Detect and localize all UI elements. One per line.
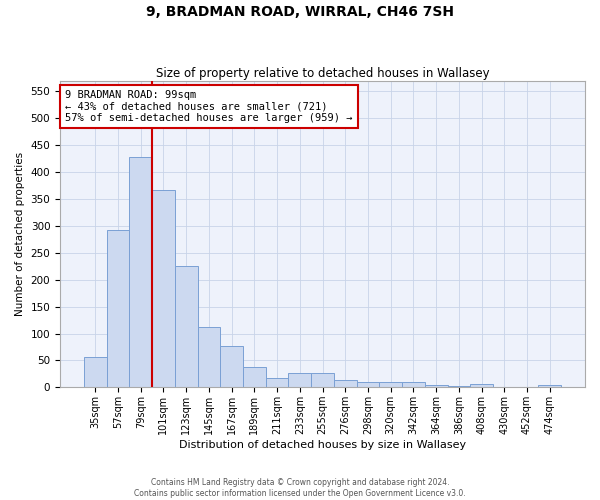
Bar — [334, 380, 356, 388]
X-axis label: Distribution of detached houses by size in Wallasey: Distribution of detached houses by size … — [179, 440, 466, 450]
Bar — [84, 356, 107, 388]
Bar — [243, 367, 266, 388]
Bar — [538, 385, 561, 388]
Text: 9, BRADMAN ROAD, WIRRAL, CH46 7SH: 9, BRADMAN ROAD, WIRRAL, CH46 7SH — [146, 5, 454, 19]
Bar — [379, 382, 402, 388]
Text: Contains HM Land Registry data © Crown copyright and database right 2024.
Contai: Contains HM Land Registry data © Crown c… — [134, 478, 466, 498]
Bar — [311, 373, 334, 388]
Bar — [289, 373, 311, 388]
Y-axis label: Number of detached properties: Number of detached properties — [15, 152, 25, 316]
Bar — [175, 266, 197, 388]
Bar — [107, 230, 130, 388]
Bar — [152, 190, 175, 388]
Text: 9 BRADMAN ROAD: 99sqm
← 43% of detached houses are smaller (721)
57% of semi-det: 9 BRADMAN ROAD: 99sqm ← 43% of detached … — [65, 90, 353, 123]
Bar — [470, 384, 493, 388]
Bar — [130, 157, 152, 388]
Bar — [356, 382, 379, 388]
Bar — [402, 382, 425, 388]
Bar — [197, 326, 220, 388]
Bar — [266, 378, 289, 388]
Title: Size of property relative to detached houses in Wallasey: Size of property relative to detached ho… — [156, 66, 490, 80]
Bar — [220, 346, 243, 388]
Bar — [448, 386, 470, 388]
Bar — [425, 384, 448, 388]
